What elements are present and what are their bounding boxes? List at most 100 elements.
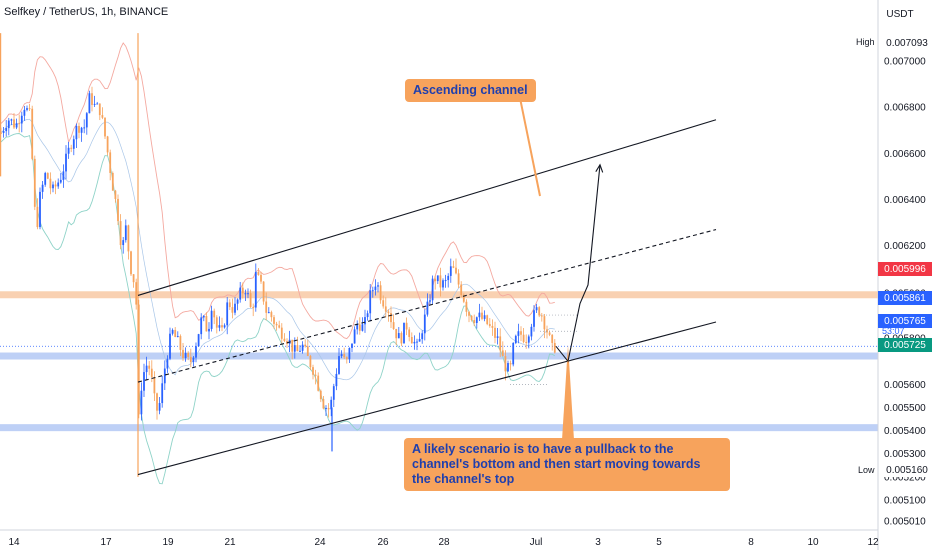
candle-body	[267, 312, 270, 314]
candle-body	[525, 341, 528, 343]
x-tick-label: 5	[656, 537, 662, 548]
candle-body	[322, 399, 325, 409]
tag-support: 0.005725	[878, 338, 932, 352]
candle-body	[140, 390, 143, 415]
candle-body	[106, 136, 109, 153]
candle-body	[265, 301, 268, 313]
x-tick-label: 12	[867, 537, 879, 548]
candle-body	[104, 117, 106, 137]
candle-body	[72, 139, 75, 149]
x-tick-label: 19	[162, 537, 174, 548]
candle-body	[254, 272, 257, 308]
candle-body	[124, 225, 127, 241]
candle-body	[221, 325, 223, 328]
candle-body	[387, 311, 390, 314]
candle-body	[395, 328, 398, 339]
candle-body	[150, 368, 153, 378]
candle-body	[122, 240, 125, 246]
y-tick-label: 0.005400	[884, 426, 926, 437]
high-value: 0.007093	[880, 36, 932, 50]
y-tick-label: 0.005100	[884, 495, 926, 506]
candle-body	[208, 328, 210, 332]
candle-body	[2, 131, 5, 133]
y-tick-label: 0.006200	[884, 241, 926, 252]
candle-body	[431, 278, 434, 301]
candle-body	[182, 349, 184, 359]
candle-body	[49, 178, 52, 189]
candle-body	[470, 315, 473, 321]
candle-body	[85, 113, 88, 128]
candle-body	[548, 332, 551, 335]
candle-body	[93, 103, 96, 105]
horizontal-zone	[0, 291, 878, 299]
candle-body	[283, 338, 286, 342]
candle-body	[109, 152, 112, 173]
candle-body	[223, 325, 226, 328]
candle-body	[309, 355, 312, 368]
candle-body	[236, 299, 239, 304]
candle-body	[202, 315, 205, 318]
candle-body	[234, 303, 236, 313]
candle-body	[247, 293, 249, 295]
candle-body	[460, 284, 463, 295]
candle-body	[442, 280, 444, 288]
lower-band	[0, 133, 556, 485]
candle-body	[137, 304, 140, 415]
candle-body	[416, 341, 418, 343]
y-tick-label: 0.007000	[884, 56, 926, 67]
candle-body	[343, 354, 346, 358]
tag-resistance: 0.005996	[878, 262, 932, 276]
candle-body	[403, 322, 405, 344]
candle-body	[312, 367, 314, 375]
candle-body	[306, 346, 309, 356]
callout-pointer	[519, 97, 541, 197]
y-tick-label: 0.006600	[884, 149, 926, 160]
candle-body	[62, 171, 65, 180]
candle-body	[496, 336, 499, 338]
candle-body	[390, 313, 392, 323]
candle-body	[494, 327, 496, 338]
y-tick-label: 0.005300	[884, 449, 926, 460]
x-tick-label: 21	[224, 537, 236, 548]
candle-body	[527, 336, 530, 343]
candle-body	[551, 334, 554, 343]
projection-path	[555, 164, 601, 363]
candle-body	[98, 103, 101, 116]
x-tick-label: 14	[8, 537, 20, 548]
candle-body	[364, 317, 366, 325]
candle-body	[33, 158, 36, 207]
candle-body	[171, 329, 174, 334]
candle-body	[270, 312, 273, 318]
candle-body	[314, 374, 317, 376]
candle-body	[83, 127, 86, 129]
candle-body	[330, 399, 333, 410]
candle-body	[377, 285, 379, 287]
currency-selector[interactable]: USDT	[886, 8, 914, 20]
x-tick-label: 3	[595, 537, 601, 548]
x-tick-label: 10	[807, 537, 819, 548]
candle-body	[540, 315, 543, 317]
candle-body	[176, 336, 179, 338]
candle-body	[327, 407, 330, 410]
candle-body	[44, 173, 47, 185]
y-tick-label: 0.005600	[884, 380, 926, 391]
candle-body	[46, 173, 49, 179]
candle-body	[215, 317, 218, 328]
candle-body	[174, 329, 177, 338]
candle-body	[423, 314, 426, 334]
candle-body	[179, 336, 182, 350]
candle-body	[455, 267, 457, 274]
candle-body	[418, 339, 421, 342]
candle-body	[535, 307, 538, 311]
candle-body	[135, 282, 138, 305]
candle-body	[468, 311, 470, 316]
candle-body	[413, 341, 416, 344]
candle-body	[205, 315, 208, 332]
candle-body	[392, 322, 395, 329]
y-tick-label: 0.005010	[884, 516, 926, 527]
candle-body	[452, 266, 455, 268]
x-tick-label: 17	[100, 537, 112, 548]
candle-body	[275, 323, 278, 326]
candle-body	[514, 335, 517, 343]
